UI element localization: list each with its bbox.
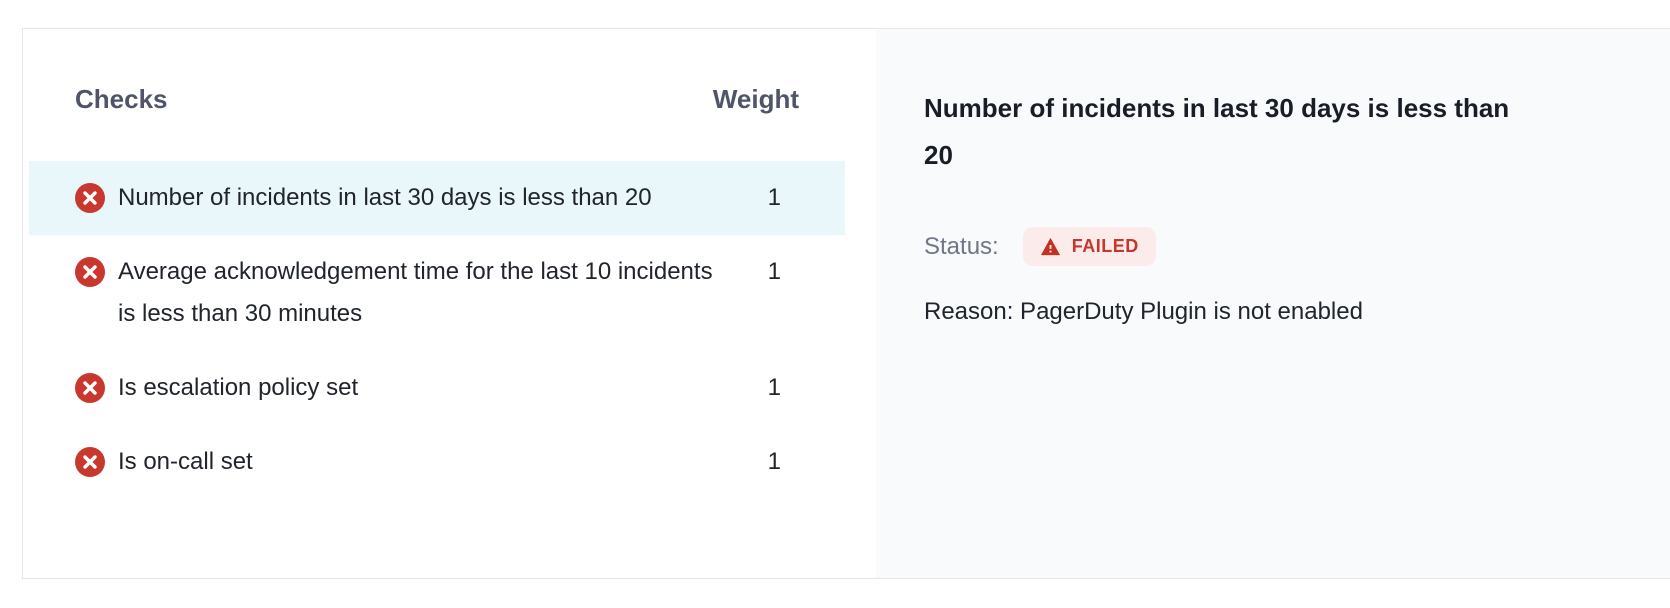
weight-column-header: Weight <box>712 84 799 114</box>
check-row[interactable]: Is escalation policy set 1 <box>29 351 845 425</box>
failed-x-circle-icon <box>75 183 105 213</box>
warning-triangle-icon <box>1040 237 1061 256</box>
check-weight: 1 <box>767 448 781 475</box>
status-row: Status: FAILED <box>924 227 1615 266</box>
check-name: Is escalation policy set <box>118 374 359 401</box>
check-row-main: Number of incidents in last 30 days is l… <box>75 177 724 219</box>
failed-x-circle-icon <box>75 257 105 287</box>
check-row-main: Is on-call set <box>75 441 724 483</box>
check-row[interactable]: Is on-call set 1 <box>29 425 845 499</box>
check-weight: 1 <box>767 184 781 211</box>
checks-list: Number of incidents in last 30 days is l… <box>29 161 845 499</box>
checks-panel: Checks Weight Number of incidents in las… <box>23 29 876 578</box>
reason-text: Reason: PagerDuty Plugin is not enabled <box>924 298 1363 325</box>
status-badge: FAILED <box>1022 227 1156 266</box>
check-name: Number of incidents in last 30 days is l… <box>118 184 652 211</box>
status-badge-text: FAILED <box>1071 236 1139 256</box>
check-row[interactable]: Average acknowledgement time for the las… <box>29 235 845 351</box>
detail-title: Number of incidents in last 30 days is l… <box>924 93 1510 170</box>
check-row[interactable]: Number of incidents in last 30 days is l… <box>29 161 845 235</box>
checks-column-header: Checks <box>75 84 168 114</box>
scorecard-card: Checks Weight Number of incidents in las… <box>22 28 1670 579</box>
check-detail-panel: Number of incidents in last 30 days is l… <box>876 29 1670 578</box>
check-weight: 1 <box>767 258 781 285</box>
checks-table-header: Checks Weight <box>29 85 845 113</box>
failed-x-circle-icon <box>75 447 105 477</box>
status-label: Status: <box>924 232 999 260</box>
check-row-main: Average acknowledgement time for the las… <box>75 251 724 335</box>
check-name: Is on-call set <box>118 448 253 475</box>
check-name: Average acknowledgement time for the las… <box>118 258 713 327</box>
check-row-main: Is escalation policy set <box>75 367 724 409</box>
check-weight: 1 <box>767 374 781 401</box>
failed-x-circle-icon <box>75 373 105 403</box>
